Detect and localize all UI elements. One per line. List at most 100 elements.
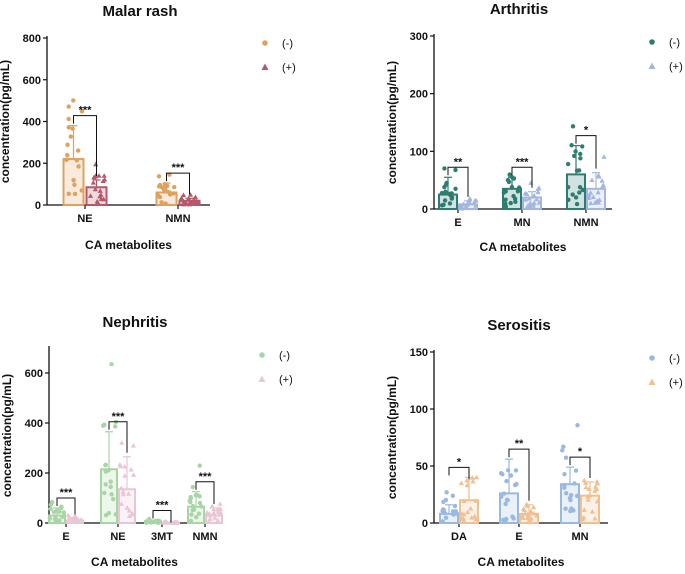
data-point — [458, 480, 464, 486]
data-point — [120, 489, 126, 494]
significance-label: *** — [516, 156, 530, 168]
data-point — [156, 174, 162, 179]
x-tick-label: MN — [513, 217, 530, 229]
data-point — [118, 501, 125, 506]
x-axis-label: CA metabolites — [91, 555, 178, 569]
data-point — [583, 484, 589, 490]
data-point — [503, 501, 508, 507]
data-point — [71, 98, 76, 103]
bar — [118, 488, 136, 524]
data-point — [100, 178, 106, 183]
data-point — [601, 154, 607, 159]
data-point — [573, 468, 579, 473]
data-point — [126, 507, 132, 513]
significance-bracket — [508, 448, 530, 501]
data-point — [178, 195, 185, 200]
data-point — [528, 180, 534, 185]
data-point — [599, 178, 605, 183]
data-point — [569, 506, 574, 511]
significance-bracket — [195, 481, 215, 504]
data-point — [197, 500, 203, 506]
data-point — [439, 203, 445, 208]
data-point — [473, 474, 480, 480]
data-point — [511, 516, 516, 521]
significance-bracket — [166, 172, 190, 195]
data-point — [51, 509, 57, 515]
significance-bracket — [448, 466, 470, 480]
y-tick-label: 0 — [37, 518, 43, 530]
data-point — [505, 177, 511, 183]
significance-bracket — [56, 497, 76, 515]
data-point — [204, 509, 210, 515]
chart-panel-0: Malar rash 0 200 400 600 800 concentration(pg/… — [0, 3, 296, 252]
data-point — [108, 484, 113, 490]
significance-label: *** — [156, 500, 170, 512]
data-point — [564, 490, 569, 496]
y-tick-label: 0 — [422, 518, 428, 530]
data-point — [581, 507, 587, 512]
data-point — [52, 516, 58, 522]
data-point — [524, 191, 530, 196]
significance-label: ** — [454, 156, 463, 168]
data-point — [66, 104, 71, 109]
data-point — [93, 172, 99, 178]
data-point — [443, 515, 449, 521]
chart-panel-3: Serositis 0 50 100 150 concentration(pg/mL) CA… — [385, 317, 683, 569]
y-axis-label: concentration(pg/mL) — [0, 60, 12, 183]
bar — [85, 186, 108, 207]
data-point — [513, 468, 519, 473]
data-point — [447, 201, 453, 206]
y-tick-label: 600 — [23, 75, 41, 87]
data-point — [535, 186, 541, 192]
data-point — [575, 422, 580, 428]
legend-label: (-) — [279, 350, 290, 362]
data-point — [562, 471, 567, 477]
data-point — [453, 167, 458, 173]
bar — [155, 191, 178, 207]
legend-marker-circle — [649, 39, 655, 45]
data-point — [569, 143, 574, 148]
y-tick-label: 400 — [23, 117, 41, 129]
data-point — [583, 480, 589, 485]
data-point — [578, 151, 583, 157]
bar — [580, 494, 600, 525]
y-axis-label: concentration(pg/mL) — [0, 374, 14, 497]
data-point — [592, 483, 599, 489]
data-point — [560, 448, 565, 453]
data-point — [79, 109, 85, 114]
data-point — [563, 506, 568, 511]
significance-label: *** — [199, 471, 213, 483]
significance-label: * — [578, 446, 583, 458]
data-point — [562, 485, 567, 490]
bar — [566, 173, 586, 210]
data-point — [534, 196, 540, 202]
data-point — [118, 463, 124, 469]
bar — [560, 483, 580, 524]
data-point — [108, 479, 113, 484]
chart-panel-2: Nephritis 0 200 400 600 concentration(pg/mL) C… — [0, 314, 293, 569]
data-point — [592, 515, 598, 521]
data-point — [180, 192, 187, 198]
data-point — [103, 469, 108, 474]
chart-panel-1: Arthritis 0 100 200 300 concentration(pg/mL) C… — [385, 1, 683, 254]
data-point — [507, 172, 512, 177]
data-point — [48, 502, 54, 507]
data-point — [90, 179, 96, 185]
data-point — [468, 505, 474, 511]
x-axis-label: CA metabolites — [85, 238, 172, 252]
y-tick-label: 300 — [410, 31, 428, 43]
data-point — [512, 196, 518, 202]
data-point — [72, 182, 77, 187]
data-point — [188, 518, 194, 524]
legend-label: (+) — [669, 377, 683, 389]
data-point — [577, 184, 583, 190]
data-point — [103, 462, 108, 468]
data-point — [188, 494, 193, 500]
data-point — [442, 184, 447, 190]
bar — [519, 512, 539, 525]
data-point — [75, 148, 81, 153]
significance-bracket — [152, 510, 172, 523]
data-point — [71, 178, 76, 183]
data-point — [76, 164, 81, 169]
